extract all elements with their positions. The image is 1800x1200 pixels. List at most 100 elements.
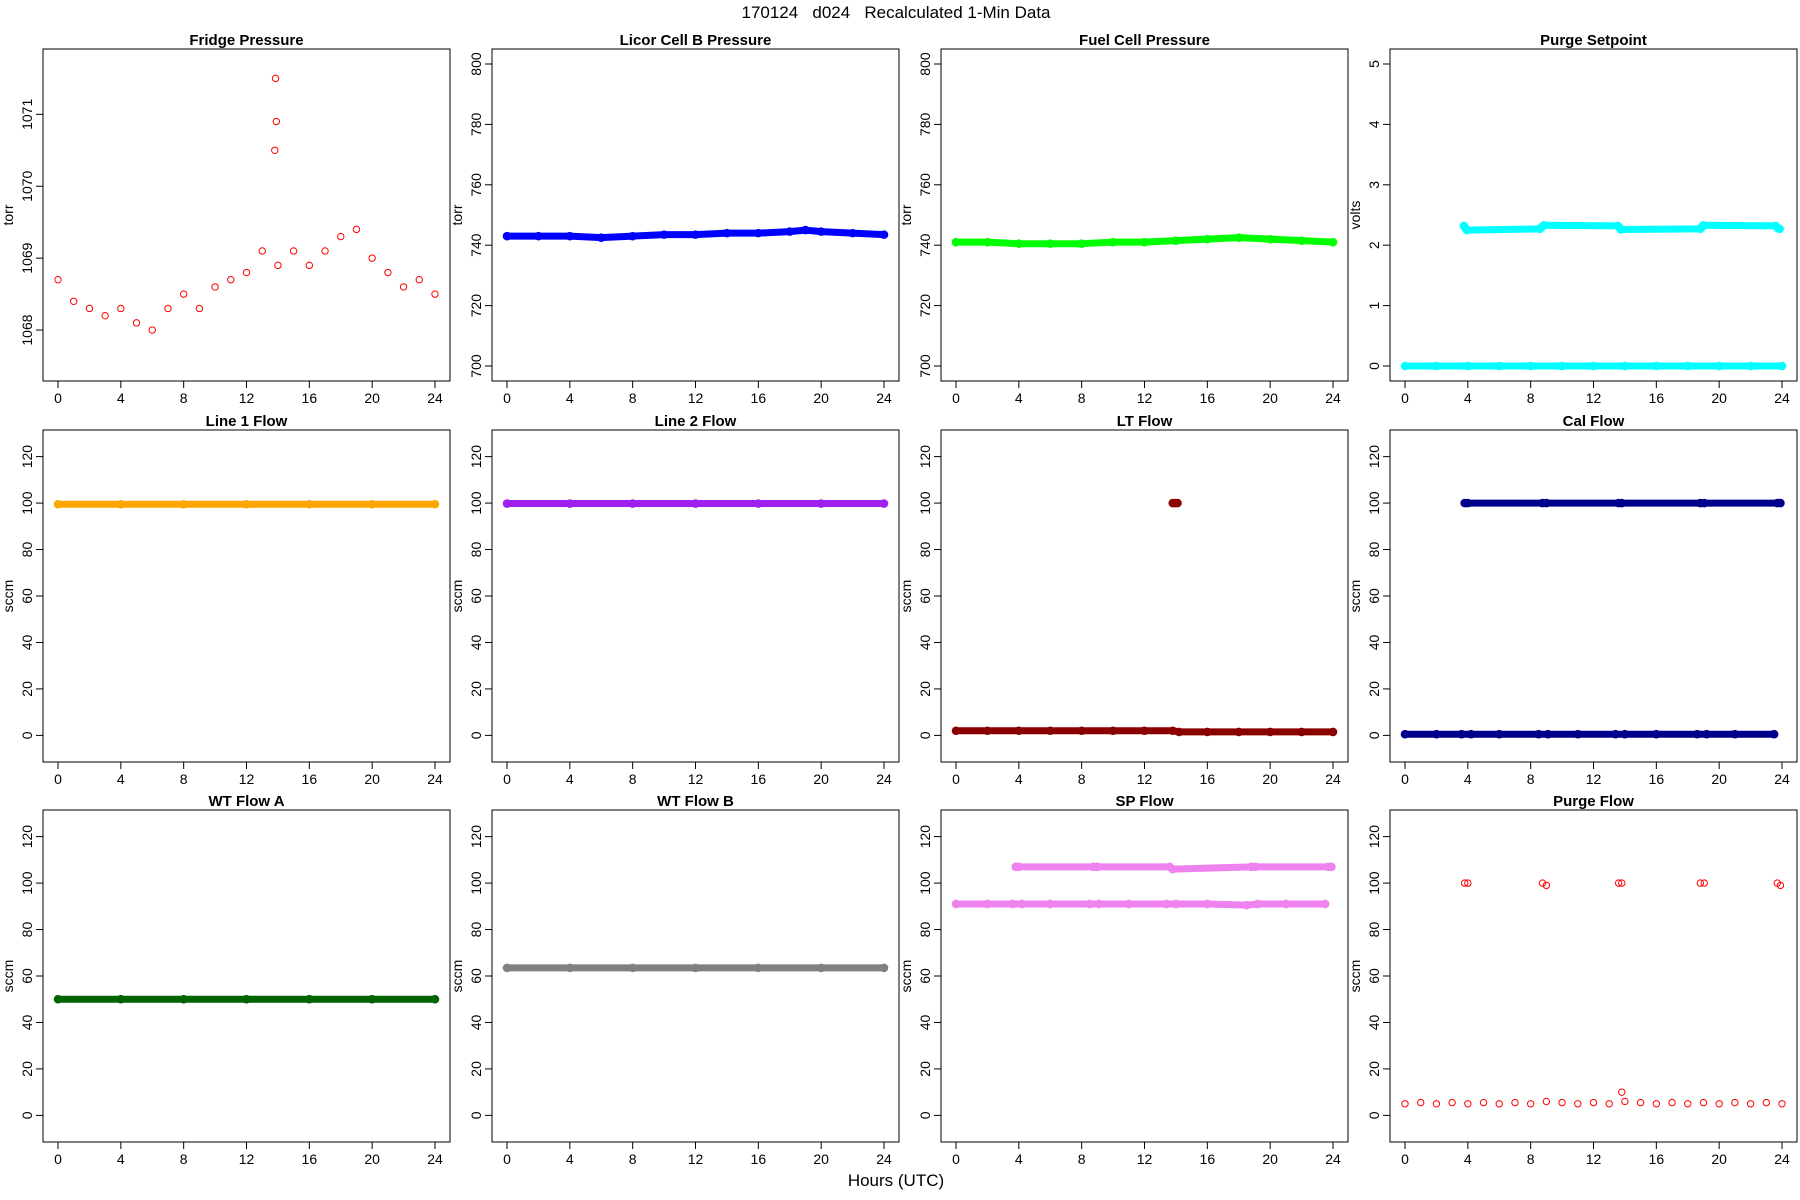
data-point (1618, 1088, 1626, 1096)
data-point (1621, 1097, 1629, 1106)
y-tick-label: 0 (468, 731, 484, 739)
y-tick-label: 720 (917, 294, 933, 318)
data-point (1432, 361, 1441, 371)
data-point (1683, 361, 1693, 371)
y-tick-label: 80 (19, 542, 35, 558)
y-tick-label: 760 (468, 173, 484, 197)
data-point (70, 297, 78, 305)
data-point (1417, 1098, 1425, 1107)
x-tick-label: 16 (1200, 1151, 1216, 1167)
data-point (1162, 899, 1171, 909)
y-tick-label: 120 (468, 445, 484, 469)
data-point (1699, 1098, 1708, 1107)
plot-frame (1389, 48, 1798, 382)
y-tick-label: 40 (1366, 634, 1382, 650)
plot-frame (491, 48, 900, 382)
data-point (1265, 727, 1275, 737)
data-point (1542, 1097, 1551, 1106)
data-point (1558, 1098, 1566, 1107)
data-point (179, 994, 188, 1004)
y-tick-label: 4 (1366, 120, 1382, 128)
data-point (1684, 1100, 1692, 1108)
data-point (1464, 1100, 1472, 1108)
y-tick-label: 80 (1366, 922, 1382, 938)
data-point (1776, 498, 1785, 508)
data-point (951, 726, 961, 736)
x-tick-label: 4 (117, 771, 125, 787)
x-tick-label: 8 (1078, 390, 1086, 406)
data-point (1045, 726, 1055, 736)
data-point (785, 227, 795, 236)
x-tick-label: 4 (566, 771, 574, 787)
y-tick-label: 0 (1366, 731, 1382, 739)
data-point (1494, 361, 1504, 371)
x-tick-label: 20 (1262, 771, 1278, 787)
x-tick-label: 8 (1527, 771, 1535, 787)
data-point (1400, 361, 1410, 371)
data-point (1014, 239, 1024, 248)
x-tick-label: 20 (1262, 1151, 1278, 1167)
data-point (1618, 879, 1626, 887)
data-point (1700, 879, 1708, 887)
data-point (337, 232, 345, 241)
data-point (754, 963, 763, 973)
y-tick-label: 120 (917, 825, 933, 849)
x-tick-label: 16 (302, 771, 318, 787)
data-point (1171, 236, 1181, 245)
data-point (1668, 1098, 1676, 1107)
x-tick-label: 24 (1774, 1151, 1790, 1167)
x-tick-label: 20 (1711, 771, 1727, 787)
data-point (565, 499, 575, 508)
data-point (691, 499, 700, 508)
data-point (1108, 726, 1118, 736)
y-tick-label: 1070 (19, 170, 35, 201)
panel-title: LT Flow (1117, 413, 1173, 430)
data-point (502, 499, 512, 508)
data-point (1699, 220, 1708, 230)
data-point (1620, 729, 1630, 739)
panel-title: WT Flow A (208, 793, 284, 810)
data-point (1543, 729, 1553, 739)
data-point (1557, 361, 1567, 371)
x-tick-label: 0 (54, 771, 62, 787)
data-point (1432, 1100, 1441, 1108)
x-tick-label: 16 (1200, 771, 1216, 787)
panel-7: Cal Flow 0 4 8 12 16 20 24 0 20 40 60 80 100 120 sccm (1347, 413, 1798, 787)
data-point (1696, 879, 1705, 887)
data-point (1652, 1100, 1661, 1108)
x-tick-label: 0 (54, 1151, 62, 1167)
data-point (352, 225, 361, 234)
data-point (1714, 361, 1724, 371)
x-tick-label: 20 (813, 1151, 829, 1167)
y-tick-label: 700 (917, 354, 933, 378)
data-point (1494, 729, 1504, 739)
data-point (1777, 361, 1787, 371)
data-point (1466, 729, 1476, 739)
data-point (1617, 498, 1627, 508)
x-tick-label: 20 (1262, 390, 1278, 406)
data-point (1077, 239, 1086, 248)
data-point (1327, 862, 1336, 872)
data-point (305, 261, 314, 270)
data-point (1534, 729, 1543, 739)
data-point (816, 963, 826, 973)
data-point (1652, 729, 1661, 739)
x-tick-label: 0 (952, 771, 960, 787)
data-point (321, 247, 329, 255)
y-tick-label: 740 (917, 233, 933, 257)
data-point (1463, 498, 1473, 508)
x-tick-label: 24 (427, 390, 443, 406)
plot-frame (42, 48, 451, 382)
x-tick-label: 12 (688, 771, 704, 787)
data-point (116, 994, 126, 1004)
x-tick-label: 4 (117, 390, 125, 406)
x-tick-label: 16 (751, 1151, 767, 1167)
y-tick-label: 0 (19, 731, 35, 739)
data-point (1203, 899, 1212, 909)
data-point (367, 499, 377, 509)
data-point (132, 319, 141, 327)
data-point (983, 899, 992, 909)
data-point (1692, 729, 1702, 739)
plot-frame (42, 429, 451, 763)
